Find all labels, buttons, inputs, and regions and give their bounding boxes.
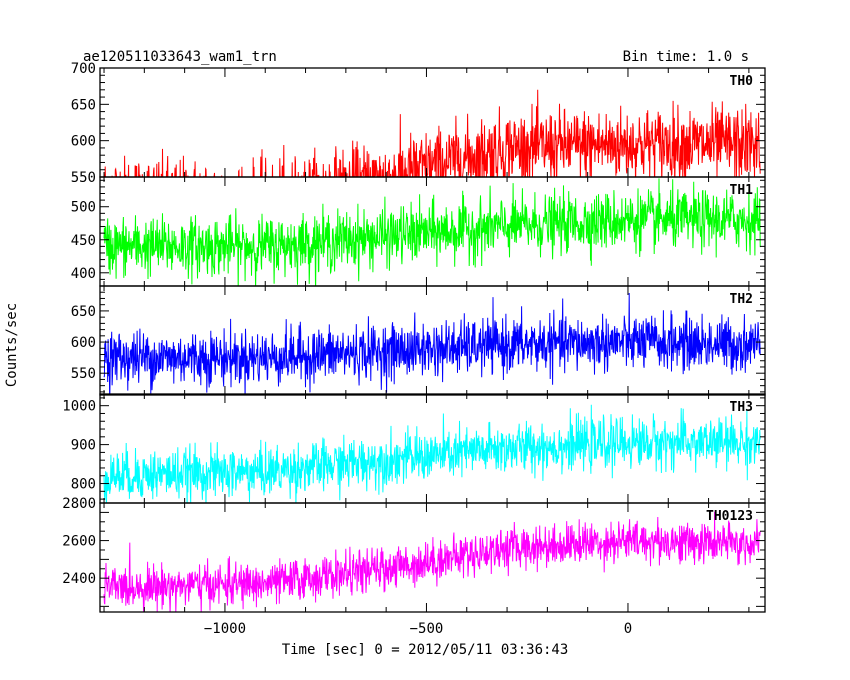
y-tick-label: 900 [71, 438, 96, 454]
y-tick-label: 800 [71, 477, 96, 493]
x-tick-label: −1000 [204, 621, 246, 637]
panel-label-th0: TH0 [730, 74, 754, 89]
series-line-th0 [103, 89, 761, 177]
x-axis-label: Time [sec] 0 = 2012/05/11 03:36:43 [282, 642, 569, 658]
y-tick-label: 450 [71, 233, 96, 249]
panels: TH0 550 600 650 700 TH1 400 450 500 TH2 550 600 650 T… [62, 61, 766, 613]
x-tick-labels: −1000 −500 0 [204, 621, 632, 637]
y-tick-label: 2600 [62, 534, 96, 550]
y-tick-label: 2800 [62, 496, 96, 512]
y-axis-label: Counts/sec [4, 303, 20, 387]
series-line-th0123 [103, 511, 761, 612]
y-tick-label: 2400 [62, 571, 96, 587]
panel-frame-th2 [99, 285, 766, 396]
y-tick-label: 1000 [62, 399, 96, 415]
panel-label-th0123: TH0123 [706, 509, 753, 524]
panel-label-th1: TH1 [730, 183, 754, 198]
bin-time-label: Bin time: 1.0 s [623, 49, 749, 65]
y-tick-label: 400 [71, 266, 96, 282]
panel-label-th3: TH3 [730, 400, 753, 415]
y-tick-label: 500 [71, 200, 96, 216]
x-tick-label: 0 [624, 621, 632, 637]
y-tick-label: 600 [71, 134, 96, 150]
y-tick-label: 550 [71, 366, 96, 382]
panel-label-th2: TH2 [730, 292, 753, 307]
series-line-th3 [103, 404, 761, 503]
y-tick-label: 550 [71, 170, 96, 186]
y-tick-label: 700 [71, 61, 96, 77]
x-tick-label: −500 [410, 621, 444, 637]
series-line-th1 [103, 178, 761, 286]
y-tick-label: 650 [71, 97, 96, 113]
panel-frame-th0123 [99, 502, 766, 613]
plot-title: ae120511033643_wam1_trn [83, 49, 277, 65]
series-line-th2 [103, 292, 761, 395]
y-tick-label: 650 [71, 304, 96, 320]
y-tick-label: 600 [71, 335, 96, 351]
